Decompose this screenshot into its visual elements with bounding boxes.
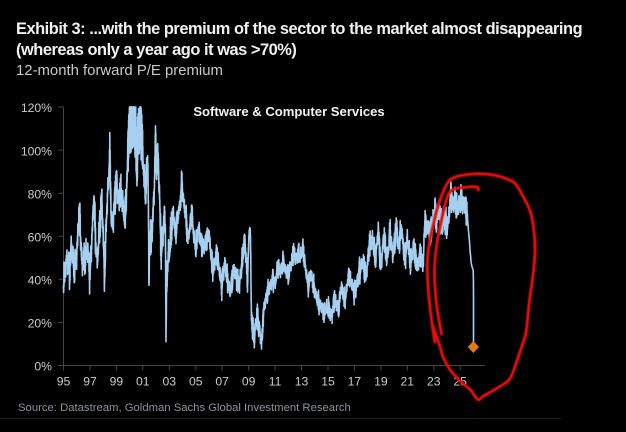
svg-text:03: 03 — [163, 375, 177, 389]
svg-text:97: 97 — [83, 375, 97, 389]
svg-text:13: 13 — [295, 375, 309, 389]
svg-text:80%: 80% — [28, 187, 53, 201]
svg-text:19: 19 — [374, 375, 388, 389]
svg-text:40%: 40% — [28, 274, 53, 288]
svg-text:11: 11 — [269, 375, 282, 389]
svg-text:23: 23 — [427, 375, 441, 389]
svg-text:15: 15 — [321, 375, 335, 389]
svg-text:60%: 60% — [28, 231, 53, 245]
svg-text:07: 07 — [215, 375, 229, 389]
svg-text:95: 95 — [57, 375, 71, 389]
svg-text:Software & Computer Services: Software & Computer Services — [193, 104, 384, 119]
svg-text:05: 05 — [189, 375, 203, 389]
svg-text:120%: 120% — [21, 101, 52, 115]
svg-text:01: 01 — [136, 375, 150, 389]
svg-text:09: 09 — [242, 375, 256, 389]
svg-text:21: 21 — [401, 375, 415, 389]
svg-text:17: 17 — [348, 375, 362, 389]
svg-text:99: 99 — [110, 375, 124, 389]
svg-text:20%: 20% — [28, 317, 53, 331]
svg-text:0%: 0% — [34, 360, 52, 374]
svg-text:100%: 100% — [21, 144, 52, 158]
